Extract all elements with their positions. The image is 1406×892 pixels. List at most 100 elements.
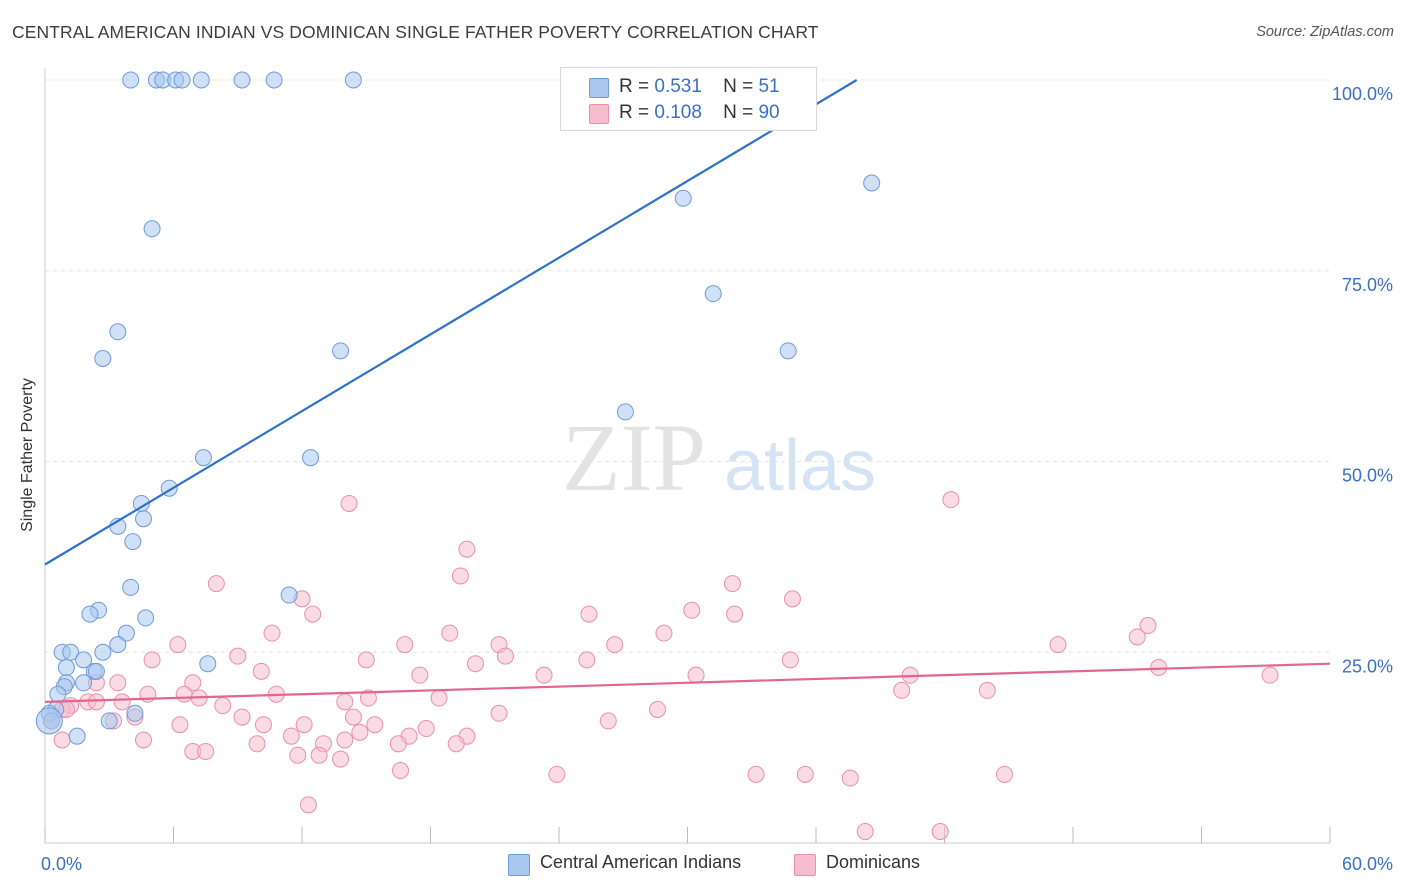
dominicans-point <box>282 727 300 745</box>
dominicans-point <box>396 636 414 654</box>
legend-r-value: 0.108 <box>654 102 702 123</box>
bottom-legend-label-blue: Central American Indians <box>540 852 742 872</box>
dominicans-point <box>359 689 377 707</box>
dominicans-point <box>496 647 514 665</box>
central-american-indians-point <box>75 651 93 669</box>
dominicans-point <box>649 700 667 718</box>
dominicans-point <box>655 624 673 642</box>
x-tick-label-min: 0.0% <box>41 854 82 874</box>
central-american-indians-point <box>192 71 210 89</box>
bottom-legend-label-pink: Dominicans <box>826 852 921 872</box>
dominicans-point <box>726 605 744 623</box>
dominicans-point <box>143 651 161 669</box>
dominicans-point <box>978 681 996 699</box>
central-american-indians-point <box>137 609 155 627</box>
central-american-indians-point <box>94 643 112 661</box>
central-american-indians-point <box>194 449 212 467</box>
dominicans-point <box>430 689 448 707</box>
dominicans-point <box>340 494 358 512</box>
central-american-indians-point <box>135 510 153 528</box>
central-american-indians-point <box>143 220 161 238</box>
bottom-legend-swatch-blue <box>508 854 530 876</box>
dominicans-point <box>796 765 814 783</box>
dominicans-point <box>1261 666 1279 684</box>
y-tick-label: 25.0% <box>1342 656 1393 676</box>
central-american-indians-point <box>674 189 692 207</box>
dominicans-point <box>781 651 799 669</box>
dominicans-point <box>1128 628 1146 646</box>
dominicans-point <box>175 685 193 703</box>
dominicans-point <box>214 697 232 715</box>
dominicans-point <box>135 731 153 749</box>
central-american-indians-point <box>265 71 283 89</box>
central-american-indians-point <box>122 578 140 596</box>
dominicans-point <box>1049 636 1067 654</box>
x-tick-label-max: 60.0% <box>1342 854 1393 874</box>
central-american-indians-point <box>199 655 217 673</box>
dominicans-point <box>229 647 247 665</box>
central-american-indians-point <box>57 659 75 677</box>
legend-row-pink: R = 0.108 N = 90 <box>619 102 780 124</box>
dominicans-point <box>466 655 484 673</box>
dominicans-point <box>310 746 328 764</box>
dominicans-point <box>299 796 317 814</box>
central-american-indians-point <box>344 71 362 89</box>
dominicans-point <box>723 575 741 593</box>
legend-r-label: R = <box>619 102 650 123</box>
dominicans-point <box>351 723 369 741</box>
central-american-indians-point <box>117 624 135 642</box>
legend-n-label: N = <box>723 76 754 97</box>
dominicans-point <box>263 624 281 642</box>
dominicans-point <box>53 731 71 749</box>
legend-swatch-blue <box>589 78 609 98</box>
central-american-indians-points <box>35 71 881 745</box>
legend-n-value: 90 <box>758 102 780 123</box>
central-american-indians-point <box>779 342 797 360</box>
central-american-indians-point <box>233 71 251 89</box>
central-american-indians-point <box>124 533 142 551</box>
dominicans-point <box>535 666 553 684</box>
dominicans-point <box>252 662 270 680</box>
dominicans-point <box>841 769 859 787</box>
central-american-indians-point <box>87 662 105 680</box>
legend-swatch-pink <box>589 104 609 124</box>
dominicans-point <box>197 742 215 760</box>
watermark-atlas: atlas <box>724 426 876 506</box>
dominicans-point <box>336 693 354 711</box>
dominicans-point <box>254 716 272 734</box>
dominicans-point <box>366 716 384 734</box>
dominicans-point <box>1150 659 1168 677</box>
dominicans-point <box>893 681 911 699</box>
trend-lines <box>44 79 1331 703</box>
dominicans-point <box>233 708 251 726</box>
watermark: ZIP atlas <box>562 404 876 511</box>
dominicans-point <box>184 674 202 692</box>
dominicans-point <box>441 624 459 642</box>
dominicans-point <box>548 765 566 783</box>
dominicans-point <box>248 735 266 753</box>
dominicans-point <box>417 720 435 738</box>
dominicans-point <box>389 735 407 753</box>
dominicans-point <box>942 491 960 509</box>
grid <box>45 79 1330 653</box>
dominicans-point <box>332 750 350 768</box>
central-american-indians-point <box>35 707 63 735</box>
dominicans-point <box>289 746 307 764</box>
chart-title: CENTRAL AMERICAN INDIAN VS DOMINICAN SIN… <box>12 22 819 42</box>
y-tick-label: 75.0% <box>1342 275 1393 295</box>
central-american-indians-point <box>100 712 118 730</box>
central-american-indians-point <box>863 174 881 192</box>
dominicans-point <box>344 708 362 726</box>
tick-labels: 25.0% 50.0% 75.0% 100.0% 0.0% 60.0% <box>41 84 1393 874</box>
dominicans-point <box>687 666 705 684</box>
y-tick-label: 50.0% <box>1342 466 1393 486</box>
stats-legend: R = 0.531 N = 51 R = 0.108 N = 90 <box>560 67 817 131</box>
central-american-indians-point <box>704 285 722 303</box>
dominicans-point <box>336 731 354 749</box>
dominicans-point <box>411 666 429 684</box>
legend-n-label: N = <box>723 102 754 123</box>
dominicans-point <box>447 735 465 753</box>
dominicans-point <box>87 693 105 711</box>
dominicans-point <box>451 567 469 585</box>
